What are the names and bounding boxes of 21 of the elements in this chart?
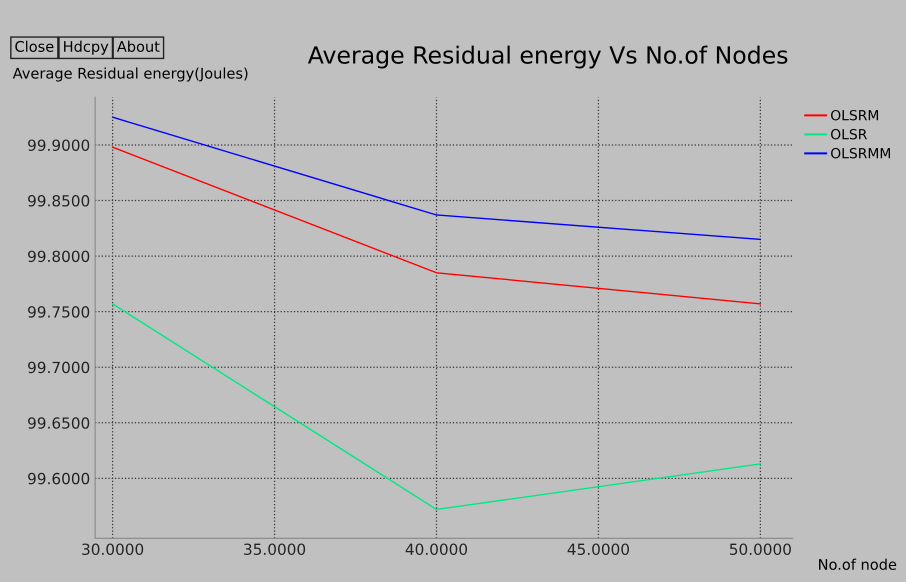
text: Hdcpy	[64, 40, 108, 55]
chart-title: Average Residual energy Vs No.of Nodes	[308, 46, 788, 68]
x-tick-label: 50.0000	[730, 543, 791, 556]
y-tick-label: 99.9000	[28, 139, 90, 151]
y-tick-label: 99.8000	[28, 250, 90, 262]
text: Close	[15, 40, 54, 52]
x-tick-label: 30.0000	[82, 543, 144, 556]
legend-label: OLSR	[831, 128, 867, 140]
y-tick-label: 99.6000	[28, 472, 90, 484]
x-tick-label: 40.0000	[406, 543, 468, 556]
x-axis-title: No.of node	[819, 558, 896, 570]
x-tick-label: 45.0000	[568, 543, 629, 556]
x-tick-label: 35.0000	[244, 543, 306, 556]
legend-label: OLSRMM	[831, 148, 890, 158]
y-tick-label: 99.8500	[28, 195, 90, 207]
y-tick-label: 99.6500	[28, 417, 90, 429]
y-axis-title: Average Residual energy(Joules)	[12, 67, 248, 82]
text: About	[116, 40, 160, 52]
legend-label: OLSRM	[831, 110, 878, 120]
y-tick-label: 99.7500	[28, 306, 90, 318]
y-tick-label: 99.7000	[28, 362, 90, 374]
